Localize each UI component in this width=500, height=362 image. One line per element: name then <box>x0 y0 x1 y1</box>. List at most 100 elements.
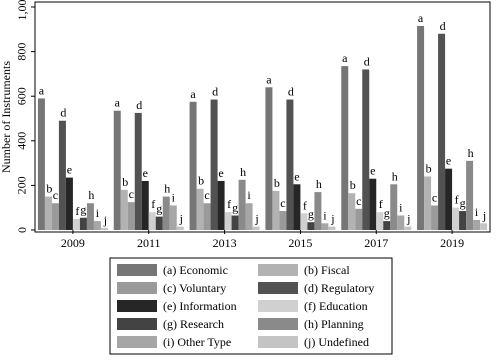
bar-letter: b <box>350 178 356 192</box>
bar-letter: c <box>280 196 285 210</box>
legend-label: (c) Voluntary <box>163 281 226 295</box>
x-tick-label: 2015 <box>288 236 312 250</box>
bar <box>134 112 142 230</box>
bar-letter: c <box>356 194 361 208</box>
bar <box>100 227 108 230</box>
bar <box>176 226 184 230</box>
bar-letter: j <box>330 212 334 226</box>
bar <box>424 176 432 230</box>
legend-swatch <box>117 264 157 276</box>
bar <box>369 178 377 230</box>
bar-letter: g <box>80 203 86 217</box>
bar <box>217 180 225 230</box>
bar <box>265 87 273 230</box>
plot-frame <box>34 1 491 233</box>
bar-letter: f <box>151 197 155 211</box>
bar-letter: b <box>274 176 280 190</box>
y-tick-label: 400 <box>15 132 29 150</box>
bar <box>404 226 412 230</box>
legend-swatch <box>258 282 298 294</box>
bar <box>376 212 384 230</box>
bar-letter: h <box>164 182 170 196</box>
bar-letter: b <box>426 161 432 175</box>
bar-letter: g <box>156 202 162 216</box>
bar-letter: d <box>288 85 294 99</box>
x-tick-label: 2011 <box>137 236 161 250</box>
bar-letter: d <box>136 98 142 112</box>
bar-letter: i <box>323 208 327 222</box>
bar-letter: g <box>308 207 314 221</box>
bar-letter: i <box>475 205 479 219</box>
bar-letter: g <box>232 201 238 215</box>
bar-letter: h <box>240 165 246 179</box>
bar-letter: a <box>115 96 121 110</box>
bar-letter: j <box>254 212 258 226</box>
bar <box>355 208 363 230</box>
legend-label: (a) Economic <box>163 263 228 277</box>
bar <box>279 211 287 230</box>
bar-letter: e <box>294 169 299 183</box>
bar <box>238 179 246 230</box>
bar <box>452 207 460 230</box>
bar <box>37 98 45 231</box>
bar <box>113 110 121 230</box>
bar <box>473 219 481 230</box>
bar-letter: b <box>122 175 128 189</box>
legend-label: (e) Information <box>163 299 237 313</box>
bar-letter: e <box>143 166 148 180</box>
legend-swatch <box>258 264 298 276</box>
y-axis-label: Number of Instruments <box>0 61 13 173</box>
bar <box>390 184 398 230</box>
x-tick-label: 2017 <box>364 236 388 250</box>
bar-letter: h <box>392 169 398 183</box>
bar <box>383 221 391 230</box>
bar-letter: c <box>204 188 209 202</box>
bar <box>155 216 163 230</box>
legend-swatch <box>117 336 157 348</box>
bar-letter: h <box>316 177 322 191</box>
bar <box>321 223 329 230</box>
bar <box>293 184 301 230</box>
legend-label: (b) Fiscal <box>304 263 350 277</box>
bar-letter: j <box>179 212 183 226</box>
bar <box>480 223 488 230</box>
bar-letter: a <box>266 72 272 86</box>
bar-letter: e <box>67 163 72 177</box>
y-tick-label: 0 <box>15 227 29 233</box>
bar <box>348 193 356 230</box>
bar <box>65 177 73 230</box>
bar <box>362 69 370 230</box>
bar-letter: f <box>227 197 231 211</box>
bar-letter: e <box>446 154 451 168</box>
bar-letter: a <box>418 11 424 25</box>
bar-letter: g <box>384 206 390 220</box>
legend-label: (i) Other Type <box>163 335 231 349</box>
legend-swatch <box>117 318 157 330</box>
bar-letter: d <box>440 19 446 33</box>
bar <box>203 203 211 230</box>
bar-letter: i <box>399 201 403 215</box>
y-tick-label: 200 <box>15 176 29 194</box>
bar-letter: e <box>370 164 375 178</box>
bar-letter: f <box>379 197 383 211</box>
bar <box>307 222 315 230</box>
bar <box>196 188 204 230</box>
bar <box>438 33 446 231</box>
bar-letter: j <box>482 208 486 222</box>
legend-swatch <box>258 336 298 348</box>
bar-letter: c <box>53 188 58 202</box>
bar <box>79 217 87 230</box>
bar <box>58 120 66 230</box>
bar <box>314 192 322 230</box>
legend-swatch <box>117 300 157 312</box>
legend-label: (h) Planning <box>304 317 364 331</box>
bar <box>431 205 439 230</box>
bar <box>86 203 94 230</box>
bar-letter: f <box>455 193 459 207</box>
legend-swatch <box>258 318 298 330</box>
bar-letter: b <box>198 174 204 188</box>
legend-label: (j) Undefined <box>304 335 369 349</box>
bar-letter: j <box>103 213 107 227</box>
bar <box>252 226 260 230</box>
bar-letter: a <box>39 83 45 97</box>
